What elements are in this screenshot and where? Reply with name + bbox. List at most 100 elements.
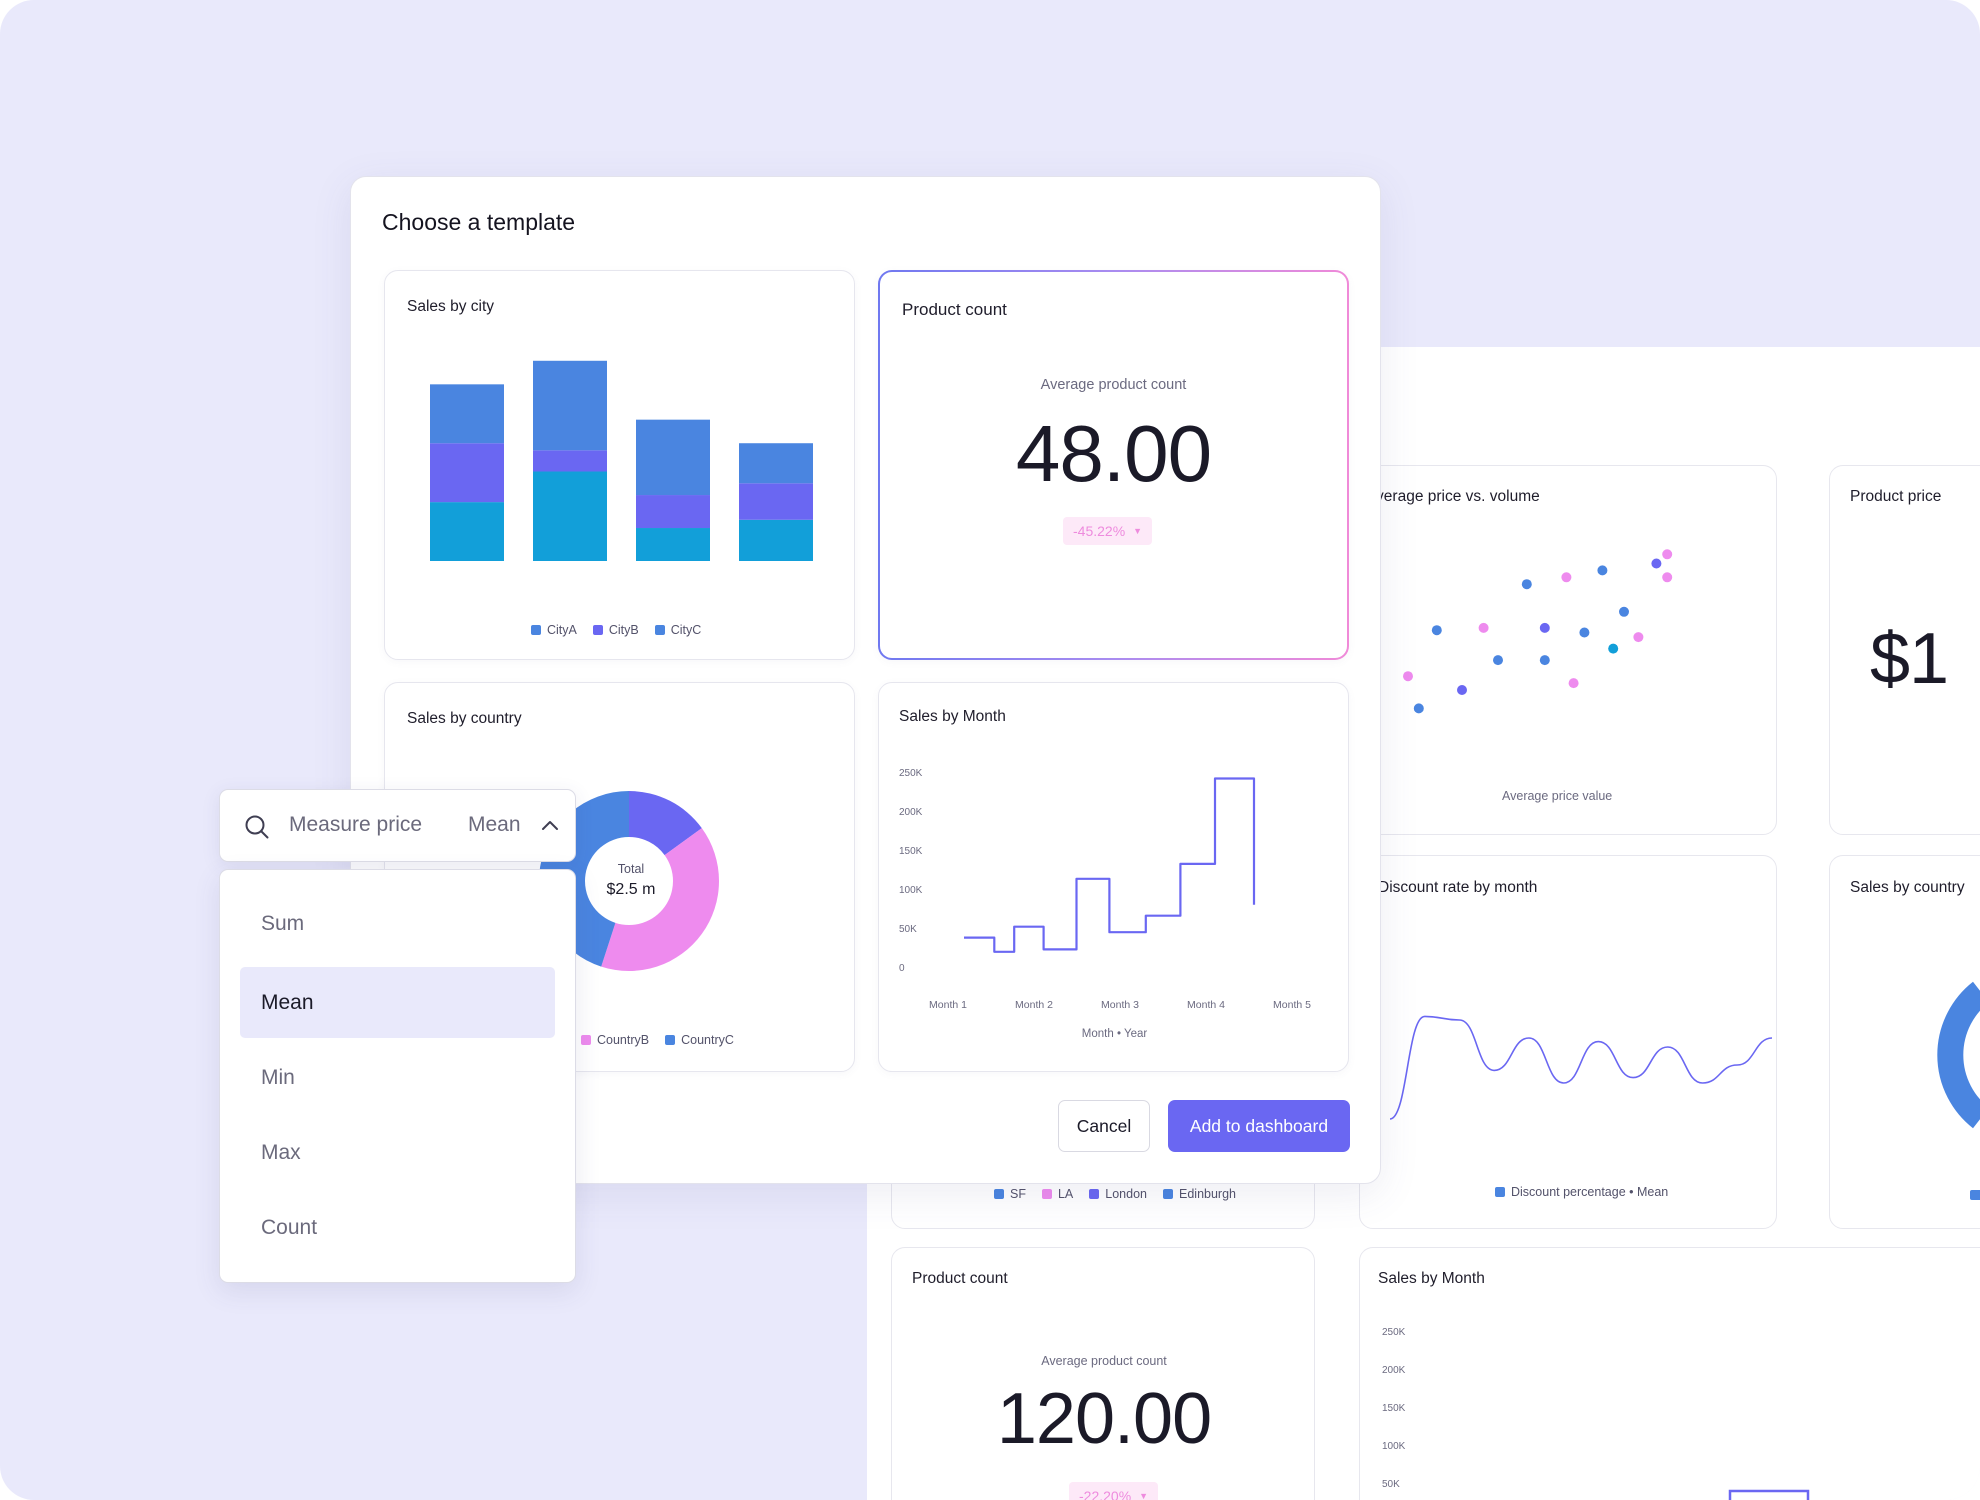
legend-item: SF — [994, 1187, 1026, 1201]
caret-down-icon: ▼ — [1139, 1491, 1149, 1500]
measure-options-menu: Sum Mean Min Max Count — [219, 869, 576, 1283]
legend-swatch — [654, 625, 665, 635]
scatter-point — [1478, 622, 1489, 633]
discount-card[interactable]: Discount rate by month Discount percenta… — [1359, 855, 1777, 1229]
legend-swatch — [1495, 1187, 1505, 1197]
legend-item: CityC — [654, 623, 702, 637]
x-tick-label: Month 1 — [929, 999, 967, 1011]
legend-swatch — [1163, 1189, 1173, 1199]
cities-legend: SF LA London Edinburgh — [994, 1187, 1236, 1201]
y-tick: 100K — [1382, 1441, 1406, 1452]
scatter-point — [1619, 606, 1629, 617]
bar-segment — [636, 495, 710, 529]
y-tick: 200K — [1382, 1365, 1406, 1376]
scatter-point — [1539, 622, 1550, 633]
legend-label: CountryC — [681, 1033, 734, 1047]
legend-swatch — [994, 1189, 1004, 1199]
legend-label: LA — [1057, 1187, 1074, 1201]
x-tick-label: Month 4 — [1187, 999, 1225, 1011]
product-count-card[interactable]: Product count Average product count 120.… — [891, 1247, 1315, 1500]
option-min[interactable]: Min — [261, 1066, 295, 1089]
x-tick-label: Month 2 — [1015, 999, 1053, 1011]
legend-item: Discount percentage • Mean — [1495, 1185, 1668, 1199]
option-mean[interactable]: Mean — [240, 967, 555, 1038]
sales-month-card[interactable]: Sales by Month 250K 200K 150K 100K 50K — [1359, 1247, 1980, 1500]
y-tick: 250K — [1382, 1327, 1406, 1338]
template-card-title: Sales by city — [407, 298, 495, 315]
donut-center-label: Total — [617, 862, 645, 876]
search-icon — [245, 815, 269, 839]
template-card-product-count[interactable]: Product count Average product count 48.0… — [878, 270, 1349, 660]
bar-segment — [636, 419, 710, 496]
legend-item: Edinburgh — [1163, 1187, 1236, 1201]
measure-select-placeholder: Measure price — [289, 813, 423, 836]
scatter-point — [1521, 579, 1532, 590]
legend-swatch — [531, 625, 541, 635]
legend-label: CountryB — [597, 1033, 650, 1047]
delta-text: -22.20% — [1079, 1488, 1132, 1500]
donut-legend: CountryB CountryC — [581, 1033, 734, 1047]
legend-item: CountryB — [581, 1033, 649, 1047]
legend-label: CityC — [670, 623, 702, 637]
chevron-up-icon[interactable] — [540, 816, 560, 836]
add-to-dashboard-button[interactable]: Add to dashboard — [1168, 1100, 1350, 1152]
scatter-point — [1597, 565, 1608, 576]
scatter-card[interactable]: Average price vs. volume Average price v… — [1351, 465, 1777, 835]
scatter-x-label: Average price value — [1502, 789, 1613, 803]
template-card-sales-by-city[interactable]: Sales by city CityA CityB CityC — [384, 270, 855, 660]
option-count[interactable]: Count — [261, 1216, 318, 1239]
scatter-point — [1561, 572, 1572, 583]
sales-country-card-title: Sales by country — [1850, 879, 1965, 896]
option-max[interactable]: Max — [261, 1141, 301, 1164]
donut-center-value: $2.5 m — [606, 881, 656, 898]
legend-swatch — [1089, 1189, 1100, 1199]
bar-chart-legend: CityA CityB CityC — [531, 623, 701, 637]
bar-segment — [739, 483, 813, 520]
delta-text: -45.22% — [1073, 523, 1126, 539]
bar-segment — [739, 519, 813, 561]
dialog-title: Choose a template — [382, 209, 576, 235]
product-price-card[interactable]: Product price $1 — [1829, 465, 1980, 835]
y-tick: 50K — [1382, 1479, 1400, 1490]
bar-segment — [430, 443, 504, 503]
discount-legend: Discount percentage • Mean — [1495, 1185, 1668, 1199]
product-count-delta-badge: -22.20% ▼ — [1069, 1482, 1159, 1500]
template-card-title: Sales by Month — [899, 708, 1006, 725]
legend-item: LA — [1041, 1187, 1074, 1201]
sales-country-donut-partial — [1937, 981, 1980, 1200]
bar-segment — [636, 528, 710, 561]
bar-segment — [533, 471, 607, 561]
y-tick-label: 0 — [899, 963, 905, 974]
sales-country-card[interactable]: Sales by country — [1829, 855, 1980, 1229]
step-line-series — [964, 777, 1256, 953]
measure-select[interactable]: Measure price Mean — [219, 789, 576, 862]
product-count-value: 120.00 — [996, 1379, 1212, 1459]
sales-month-card-title: Sales by Month — [1378, 1270, 1485, 1287]
kpi-subtitle: Average product count — [1040, 377, 1187, 393]
product-count-subtitle: Average product count — [1041, 1354, 1167, 1368]
bar-segment — [533, 360, 607, 451]
x-tick-label: Month 3 — [1101, 999, 1139, 1011]
scatter-point — [1413, 703, 1424, 714]
legend-label: CityA — [547, 623, 577, 637]
scatter-card-title: Average price vs. volume — [1366, 488, 1540, 505]
option-sum[interactable]: Sum — [261, 912, 305, 935]
donut-slice — [629, 791, 702, 856]
stacked-bar-chart — [430, 360, 813, 561]
legend-swatch — [665, 1035, 676, 1045]
legend-item: London — [1089, 1187, 1147, 1201]
discount-line-chart — [1389, 1015, 1773, 1120]
cancel-button[interactable]: Cancel — [1058, 1100, 1150, 1152]
bar-segment — [430, 502, 504, 561]
caret-down-icon: ▼ — [1133, 526, 1143, 536]
scatter-point — [1403, 671, 1413, 682]
product-count-card-title: Product count — [912, 1270, 1008, 1287]
legend-label: Edinburgh — [1179, 1187, 1236, 1201]
scatter-point — [1662, 549, 1673, 560]
template-card-sales-by-month[interactable]: Sales by Month 250K 200K 150K 100K 50K 0 Month… — [878, 682, 1349, 1072]
legend-swatch — [592, 625, 603, 635]
discount-line-series — [1389, 1015, 1773, 1120]
scatter-point — [1608, 643, 1619, 654]
legend-label: Discount percentage • Mean — [1511, 1185, 1669, 1199]
